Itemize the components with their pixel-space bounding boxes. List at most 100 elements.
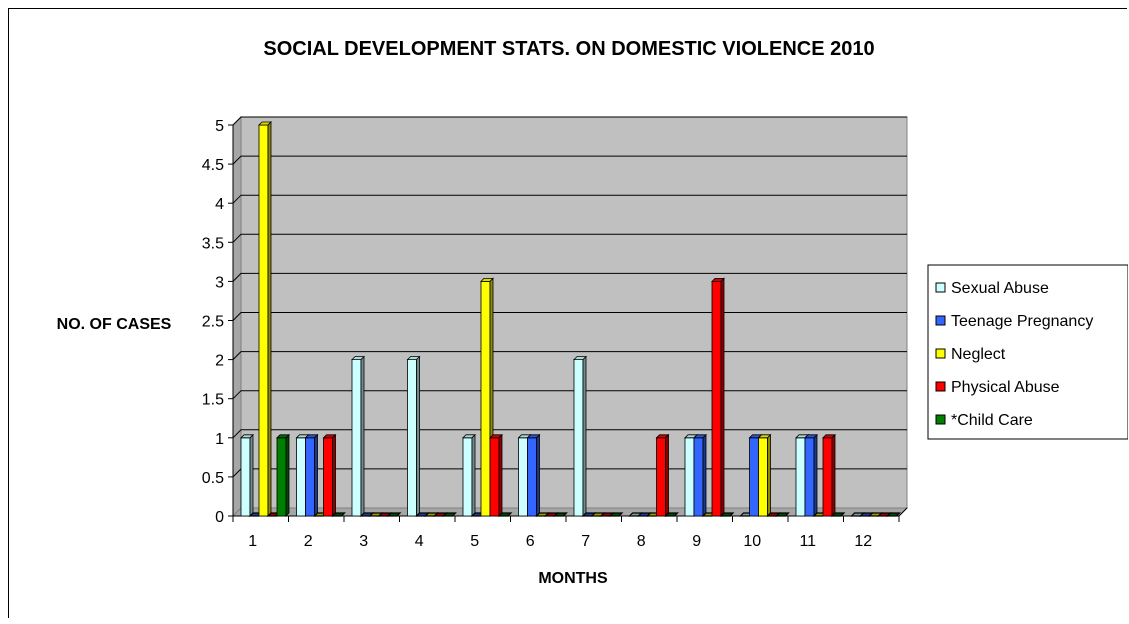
bar-front xyxy=(573,359,584,517)
bar-side xyxy=(536,433,540,517)
y-tick-label: 4.5 xyxy=(202,157,224,174)
y-tick-label: 4 xyxy=(215,196,224,213)
x-tick-label: 12 xyxy=(854,533,872,550)
bar xyxy=(573,355,587,517)
bar-side xyxy=(665,433,669,517)
bar-side xyxy=(498,433,503,517)
x-tick-label: 9 xyxy=(692,533,701,550)
y-axis-label: NO. OF CASES xyxy=(57,316,172,333)
x-axis-edge xyxy=(898,507,908,517)
bar-front xyxy=(323,437,333,517)
x-tick-label: 11 xyxy=(799,533,816,550)
x-tick-label: 2 xyxy=(304,533,313,550)
bar-front xyxy=(240,437,251,517)
bar-side xyxy=(332,433,336,517)
bar-zero xyxy=(830,512,846,517)
legend-label: Teenage Pregnancy xyxy=(951,313,1093,330)
bar xyxy=(406,355,421,517)
y-tick-label: 1.5 xyxy=(202,392,224,409)
bar xyxy=(386,512,402,517)
bar-side xyxy=(267,121,272,517)
bar xyxy=(757,433,772,517)
bar-front xyxy=(480,280,491,517)
gridline xyxy=(232,351,907,360)
y-tick-label: 0.5 xyxy=(202,470,224,487)
gridline xyxy=(232,194,907,204)
bar-front xyxy=(407,359,417,517)
bar-zero xyxy=(664,512,679,517)
bar-front xyxy=(351,359,362,517)
bar xyxy=(526,433,541,517)
legend-item: Physical Abuse xyxy=(935,379,1060,396)
gridline xyxy=(232,155,907,165)
bar-side xyxy=(720,277,725,517)
bar-front xyxy=(656,437,666,517)
bar xyxy=(608,512,624,517)
bar-front xyxy=(305,437,315,517)
x-axis-label: MONTHS xyxy=(538,570,608,587)
bar-zero xyxy=(331,512,346,517)
y-tick-label: 5 xyxy=(215,118,224,135)
legend-label: *Child Care xyxy=(951,412,1033,429)
chart-title: SOCIAL DEVELOPMENT STATS. ON DOMESTIC VI… xyxy=(263,38,874,60)
bar-zero xyxy=(775,512,790,517)
x-tick-label: 3 xyxy=(359,533,368,550)
x-tick-label: 8 xyxy=(637,533,646,550)
chart-svg: SOCIAL DEVELOPMENT STATS. ON DOMESTIC VI… xyxy=(57,38,1129,587)
bar-zero xyxy=(608,512,624,517)
bar xyxy=(331,512,346,517)
bar xyxy=(553,512,568,517)
x-tick-label: 7 xyxy=(581,533,590,550)
bar-side xyxy=(285,433,290,517)
bar-side xyxy=(767,433,771,517)
bar-side xyxy=(831,433,836,517)
x-tick-label: 10 xyxy=(743,533,761,550)
legend-swatch xyxy=(935,381,946,392)
x-tick-label: 5 xyxy=(470,533,479,550)
legend: Sexual Abuse Teenage Pregnancy Neglect Phys… xyxy=(927,264,1129,440)
bar xyxy=(304,433,319,517)
bar-side xyxy=(360,355,365,517)
bar-front xyxy=(518,437,528,517)
legend-item: *Child Care xyxy=(935,412,1033,429)
legend-label: Sexual Abuse xyxy=(951,280,1049,297)
bar-side xyxy=(582,355,587,517)
legend-item: Sexual Abuse xyxy=(935,280,1049,297)
bar-front xyxy=(693,437,704,517)
bar-zero xyxy=(442,512,457,517)
gridline xyxy=(232,233,907,243)
bar xyxy=(719,512,735,517)
bar xyxy=(276,433,290,517)
bar-front xyxy=(684,437,695,517)
bar xyxy=(497,512,513,517)
y-tick-label: 2 xyxy=(215,353,224,370)
legend-item: Teenage Pregnancy xyxy=(935,313,1093,330)
y-tick-label: 0 xyxy=(215,509,224,526)
bar-side xyxy=(416,355,420,517)
legend-item: Neglect xyxy=(935,346,1006,363)
bar-zero xyxy=(886,512,901,517)
bar xyxy=(822,433,836,517)
bar-front xyxy=(489,437,500,517)
bar xyxy=(489,433,503,517)
bar xyxy=(258,121,272,517)
bar xyxy=(711,277,725,517)
bar-front xyxy=(822,437,833,517)
bar-front xyxy=(258,124,269,517)
bar-zero xyxy=(719,512,735,517)
gridline xyxy=(232,429,907,439)
legend-swatch xyxy=(935,414,946,425)
bar-zero xyxy=(386,512,402,517)
bar-zero xyxy=(497,512,513,517)
bar-front xyxy=(711,280,722,517)
x-tick-label: 6 xyxy=(526,533,535,550)
legend-swatch xyxy=(935,315,946,326)
bar xyxy=(804,433,818,517)
bar xyxy=(351,355,365,517)
bar-side xyxy=(314,433,318,517)
bar-side xyxy=(702,433,707,517)
gridline xyxy=(232,272,907,282)
bar xyxy=(462,433,476,517)
bar xyxy=(664,512,679,517)
bar-front xyxy=(276,437,287,517)
